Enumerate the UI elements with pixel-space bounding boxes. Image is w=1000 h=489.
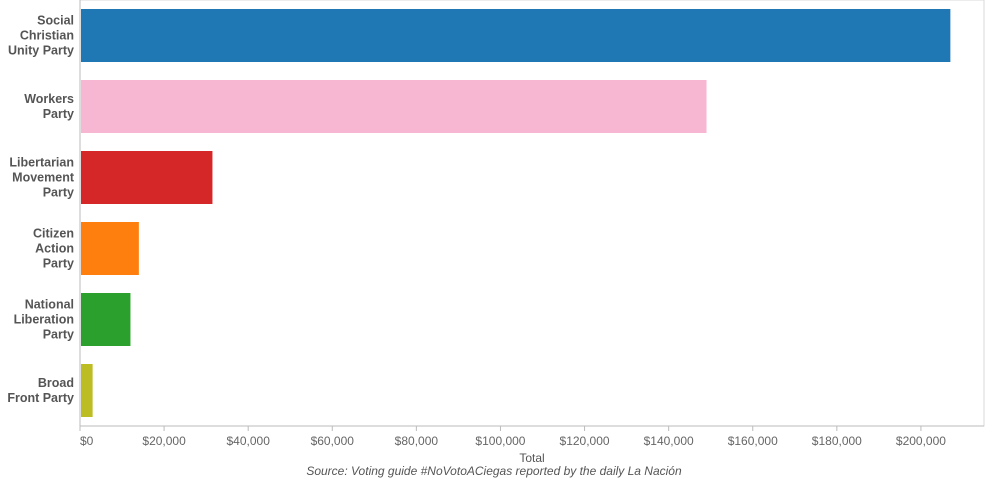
category-label-1: Social Christian Unity Party [8,14,74,58]
x-tick-label-8: $140,000 [644,434,694,448]
x-tick-label-6: $100,000 [475,434,525,448]
bars-group [81,9,951,417]
x-tick-label-9: $160,000 [728,434,778,448]
x-tick-label-1: $0 [80,434,94,448]
bar-3 [81,151,213,204]
x-tick-label-4: $60,000 [311,434,355,448]
bar-2 [81,80,707,133]
bar-1 [81,9,951,62]
bar-4 [81,222,139,275]
x-tick-label-3: $40,000 [226,434,270,448]
x-tick-label-5: $80,000 [395,434,439,448]
x-axis-ticks: $0 $20,000 $40,000 $60,000 $80,000 $100,000 $1… [79,426,946,448]
bar-6 [81,364,93,417]
plot-area [79,0,985,427]
category-label-4: Citizen Action Party [33,227,74,271]
x-tick-label-10: $180,000 [812,434,862,448]
x-axis-title: Total [519,451,544,465]
category-labels: Social Christian Unity Party Workers Party Li… [7,14,75,406]
category-label-6: Broad Front Party [7,376,74,405]
x-tick-label-7: $120,000 [560,434,610,448]
category-label-2: Workers Party [24,92,74,121]
x-tick-label-2: $20,000 [142,434,186,448]
category-label-3: Libertarian Movement Party [9,156,74,200]
x-tick-label-11: $200,000 [896,434,946,448]
bar-5 [81,293,131,346]
source-note: Source: Voting guide #NoVotoACiegas repo… [306,464,682,478]
category-label-5: National Liberation Party [14,298,74,342]
